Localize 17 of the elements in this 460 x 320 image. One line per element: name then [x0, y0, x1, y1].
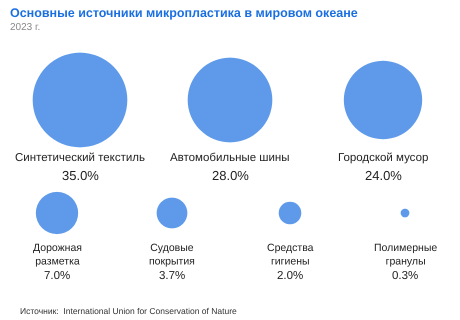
data-label: 7.0% [44, 270, 70, 282]
text: 2023 г. [10, 22, 40, 33]
text: Основные источники микропластика в мировом океане [10, 6, 358, 20]
category-label: Автомобильные шины [170, 152, 290, 164]
data-label: 35.0% [62, 168, 100, 183]
category-label: Городской мусор [338, 152, 428, 164]
category-label: Средства гигиены [267, 242, 314, 268]
category-label: Дорожная разметка [33, 242, 82, 268]
data-label: 0.3% [392, 270, 418, 282]
text: Источник: International Union for Conservation of Nature [20, 306, 238, 316]
category-label: Судовые покрытия [149, 242, 195, 268]
data-label: 3.7% [159, 270, 186, 282]
category-label: Полимерные гранулы [374, 242, 438, 268]
data-label: 28.0% [212, 168, 250, 183]
data-label: 2.0% [277, 270, 304, 282]
category-label: Синтетический текстиль [15, 152, 145, 164]
data-label: 24.0% [365, 168, 402, 183]
